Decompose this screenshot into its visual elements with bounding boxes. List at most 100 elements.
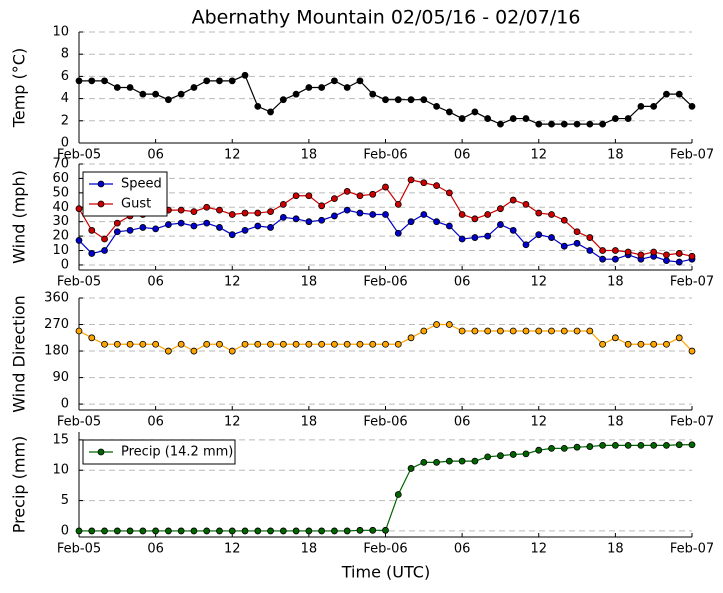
data-point bbox=[445, 108, 453, 116]
data-point bbox=[177, 219, 185, 227]
series-line bbox=[78, 179, 693, 257]
data-point bbox=[190, 222, 198, 230]
data-point bbox=[433, 218, 440, 226]
data-point bbox=[688, 252, 696, 260]
y-tick-label: 4 bbox=[61, 91, 69, 106]
x-tick-label: 06 bbox=[147, 148, 164, 163]
data-point bbox=[356, 192, 364, 200]
data-point bbox=[152, 225, 160, 233]
data-point bbox=[573, 239, 581, 247]
data-point bbox=[548, 444, 555, 452]
data-point bbox=[675, 250, 683, 257]
legend: Speed Gust bbox=[82, 171, 168, 217]
y-tick-label: 180 bbox=[44, 344, 69, 359]
data-point bbox=[650, 248, 658, 256]
data-point bbox=[369, 211, 377, 218]
data-point bbox=[254, 527, 262, 535]
data-point bbox=[611, 247, 619, 254]
x-tick-label: 06 bbox=[147, 415, 164, 430]
y-tick-label: 20 bbox=[52, 229, 69, 244]
x-tick-label: Feb-06 bbox=[363, 148, 407, 163]
x-tick-label: Feb-07 bbox=[670, 415, 714, 430]
data-point bbox=[279, 340, 287, 348]
data-point bbox=[650, 102, 658, 110]
x-tick-label: 18 bbox=[301, 275, 318, 290]
data-point bbox=[407, 465, 415, 472]
data-point bbox=[433, 458, 440, 466]
data-point bbox=[228, 211, 236, 218]
data-point bbox=[305, 340, 313, 348]
data-point bbox=[318, 216, 326, 224]
data-point bbox=[228, 527, 236, 535]
data-point bbox=[611, 115, 619, 122]
data-point bbox=[497, 120, 504, 128]
data-point bbox=[650, 441, 658, 449]
x-tick-label: 18 bbox=[607, 415, 624, 430]
y-tick-label: 10 bbox=[52, 243, 69, 258]
data-point bbox=[637, 102, 645, 110]
legend-marker bbox=[97, 180, 105, 188]
data-point bbox=[548, 327, 555, 335]
data-point bbox=[560, 216, 568, 224]
data-point bbox=[407, 334, 415, 342]
data-point bbox=[75, 205, 83, 213]
x-tick-label: 06 bbox=[147, 542, 164, 557]
data-point bbox=[445, 189, 453, 197]
y-tick-label: 2 bbox=[61, 113, 69, 128]
x-tick-label: 18 bbox=[301, 148, 318, 163]
x-tick-label: Feb-07 bbox=[670, 275, 714, 290]
data-point bbox=[675, 334, 683, 342]
data-point bbox=[113, 340, 121, 348]
data-point bbox=[292, 192, 300, 200]
data-point bbox=[535, 231, 543, 239]
data-point bbox=[254, 102, 262, 110]
data-point bbox=[164, 221, 172, 228]
data-point bbox=[139, 90, 147, 98]
data-point bbox=[267, 527, 274, 535]
legend-label: Precip (14.2 mm) bbox=[121, 445, 233, 460]
data-point bbox=[394, 200, 402, 208]
data-point bbox=[573, 120, 581, 128]
data-point bbox=[356, 77, 364, 85]
data-point bbox=[624, 115, 632, 122]
data-point bbox=[190, 347, 198, 355]
data-point bbox=[216, 527, 223, 535]
data-point bbox=[382, 211, 389, 218]
data-point bbox=[139, 224, 147, 231]
data-point bbox=[663, 441, 670, 449]
data-point bbox=[599, 247, 607, 254]
data-point bbox=[318, 84, 326, 91]
data-point bbox=[216, 224, 223, 231]
data-point bbox=[663, 251, 670, 259]
data-point bbox=[611, 441, 619, 449]
data-point bbox=[573, 327, 581, 335]
data-point bbox=[586, 234, 594, 241]
data-point bbox=[190, 84, 198, 91]
data-point bbox=[497, 327, 504, 335]
data-point bbox=[458, 115, 466, 122]
y-tick-label: 0 bbox=[61, 397, 69, 412]
x-tick-label: 18 bbox=[607, 542, 624, 557]
data-point bbox=[522, 241, 530, 249]
data-point bbox=[241, 226, 249, 234]
y-tick-label: 0 bbox=[61, 523, 69, 538]
data-point bbox=[190, 527, 198, 535]
data-point bbox=[369, 340, 377, 348]
data-point bbox=[203, 219, 211, 227]
data-point bbox=[241, 209, 249, 217]
data-point bbox=[216, 206, 223, 214]
data-point bbox=[101, 527, 108, 535]
data-point bbox=[420, 327, 428, 335]
x-axis-label: Time (UTC) bbox=[341, 563, 430, 582]
x-tick-label: 06 bbox=[454, 542, 471, 557]
data-point bbox=[484, 327, 492, 335]
data-point bbox=[522, 115, 530, 122]
y-tick-label: 40 bbox=[52, 200, 69, 215]
data-point bbox=[139, 340, 147, 348]
data-point bbox=[203, 203, 211, 211]
data-point bbox=[356, 209, 364, 217]
data-point bbox=[279, 527, 287, 535]
data-point bbox=[535, 446, 543, 454]
data-point bbox=[560, 242, 568, 250]
y-tick-label: 360 bbox=[44, 291, 69, 306]
